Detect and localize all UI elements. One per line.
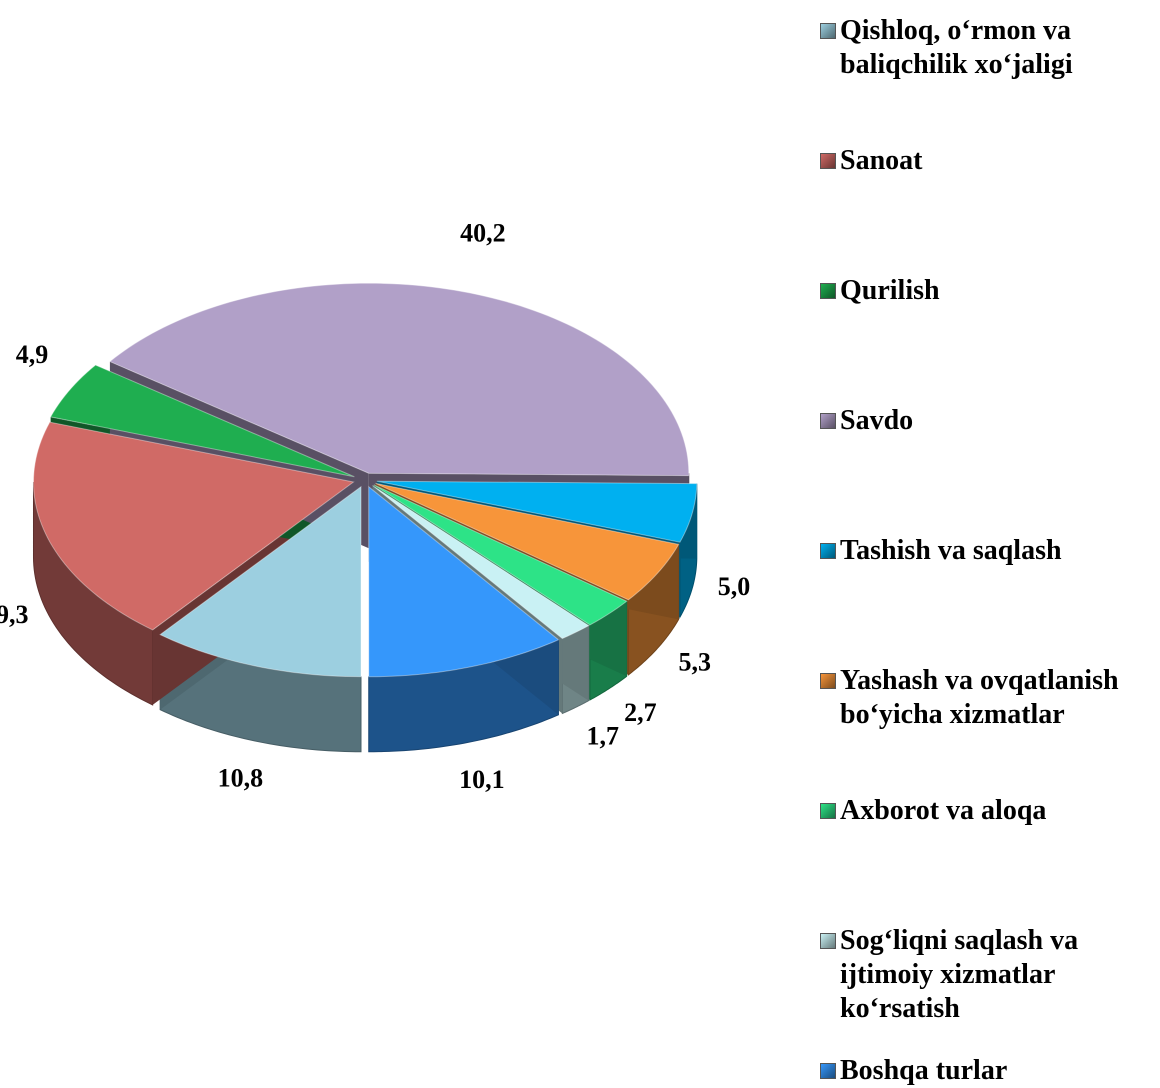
legend-swatch	[820, 803, 836, 819]
legend-label: Sog‘liqni saqlash va ijtimoiy xizmatlar …	[840, 924, 1155, 1026]
legend-swatch	[820, 413, 836, 429]
data-label: 10,1	[459, 765, 505, 794]
legend-swatch	[820, 283, 836, 299]
legend-item: Qurilish	[820, 274, 1155, 308]
data-label: 1,7	[586, 721, 619, 750]
legend-swatch	[820, 933, 836, 949]
legend-item: Sanoat	[820, 144, 1155, 178]
legend-item: Boshqa turlar	[820, 1054, 1155, 1088]
legend-item: Tashish va saqlash	[820, 534, 1155, 568]
legend-item: Sog‘liqni saqlash va ijtimoiy xizmatlar …	[820, 924, 1155, 1026]
legend-swatch	[820, 23, 836, 39]
legend-item: Qishloq, o‘rmon va baliqchilik xo‘jaligi	[820, 14, 1155, 82]
legend-label: Savdo	[840, 404, 913, 438]
legend-label: Yashash va ovqatlanish bo‘yicha xizmatla…	[840, 664, 1155, 732]
legend-label: Sanoat	[840, 144, 922, 178]
legend-swatch	[820, 1063, 836, 1079]
legend-item: Axborot va aloqa	[820, 794, 1155, 828]
legend-swatch	[820, 673, 836, 689]
data-label: 19,3	[0, 600, 29, 629]
legend-swatch	[820, 153, 836, 169]
chart: 10,8 19,3 4,9 40,2 5,0 5,3 2,71,7 10,1	[0, 0, 820, 1086]
legend-label: Axborot va aloqa	[840, 794, 1046, 828]
data-label: 5,3	[679, 647, 712, 676]
data-label: 5,0	[718, 572, 751, 601]
legend-swatch	[820, 543, 836, 559]
legend-label: Boshqa turlar	[840, 1054, 1007, 1088]
legend-label: Qishloq, o‘rmon va baliqchilik xo‘jaligi	[840, 14, 1155, 82]
data-label: 40,2	[460, 219, 506, 248]
data-label: 2,7	[624, 698, 657, 727]
data-label: 4,9	[16, 340, 49, 369]
legend-label: Tashish va saqlash	[840, 534, 1062, 568]
legend-item: Yashash va ovqatlanish bo‘yicha xizmatla…	[820, 664, 1155, 732]
legend-item: Savdo	[820, 404, 1155, 438]
legend-label: Qurilish	[840, 274, 940, 308]
data-label: 10,8	[218, 763, 264, 792]
